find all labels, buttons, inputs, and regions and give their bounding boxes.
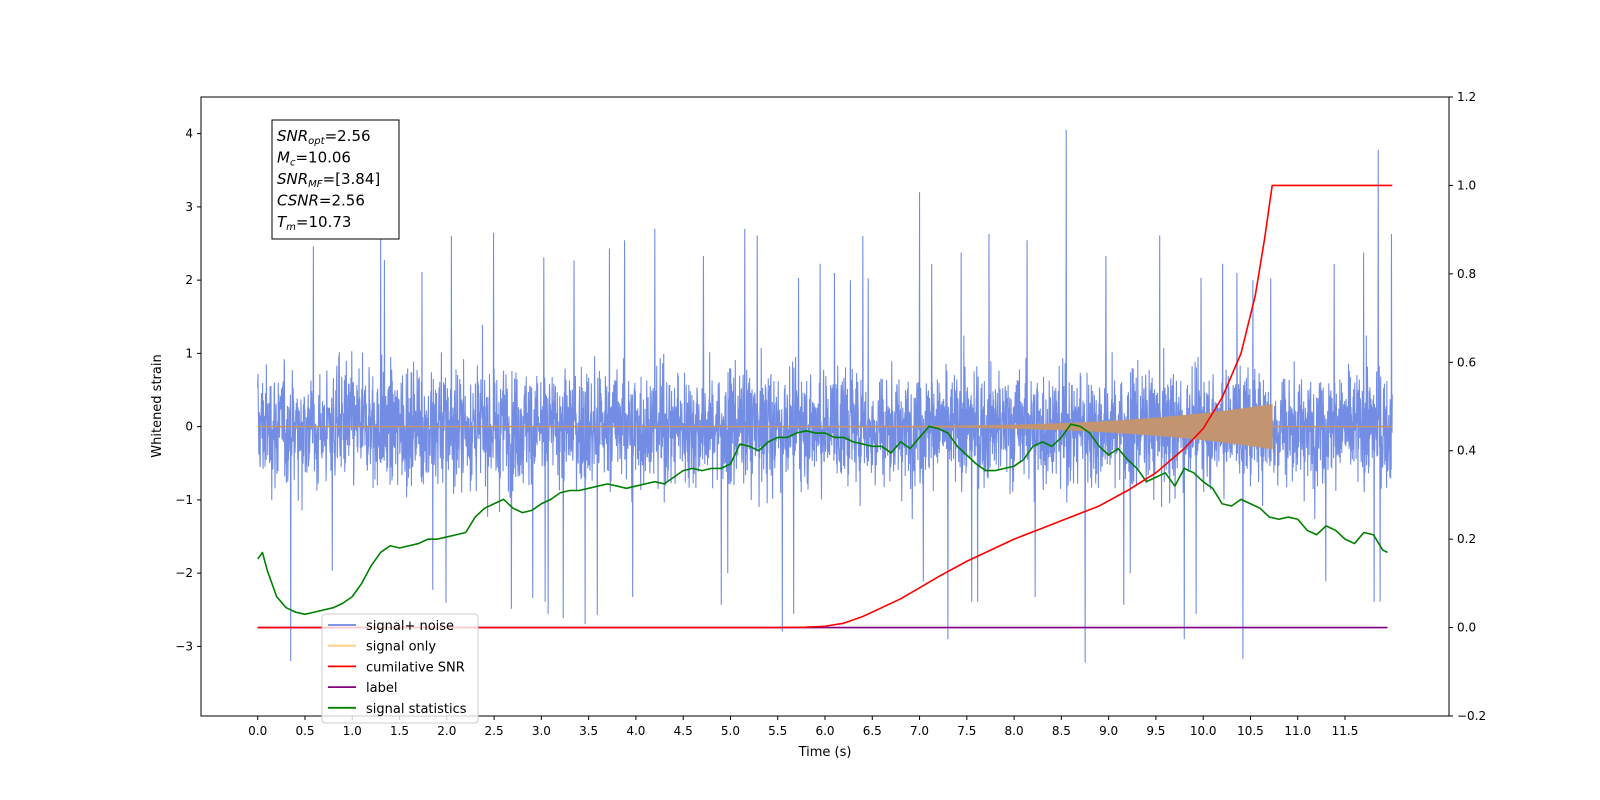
- x-tick-label: 11.0: [1284, 724, 1311, 738]
- chirp-signal-only: [824, 404, 1273, 450]
- legend-label-signal-noise: signal+ noise: [366, 619, 454, 634]
- x-tick-label: 11.5: [1332, 724, 1359, 738]
- info-value: =10.06: [295, 149, 351, 167]
- x-tick-label: 10.5: [1237, 724, 1264, 738]
- x-tick-label: 9.0: [1099, 724, 1118, 738]
- info-sub: MF: [308, 179, 323, 190]
- x-tick-label: 3.0: [532, 724, 551, 738]
- info-var: SNR: [277, 127, 308, 145]
- y2-tick-label: 0.8: [1457, 267, 1476, 281]
- x-tick-label: 6.0: [815, 724, 834, 738]
- y2-tick-label: 0.0: [1457, 621, 1476, 635]
- y2-tick-label: 0.2: [1457, 532, 1476, 546]
- y2-axis-ticks: 1.2 1.0 0.8 0.6 0.4 0.2 0.0 −0.2: [1449, 90, 1486, 723]
- info-value: =2.56: [319, 192, 365, 210]
- y-tick-label: −3: [175, 639, 193, 653]
- info-var: SNR: [277, 170, 308, 188]
- x-tick-label: 3.5: [579, 724, 598, 738]
- y-axis-ticks: 4 3 2 1 0 −1 −2 −3: [175, 127, 201, 653]
- legend: signal+ noise signal only cumilative SNR la…: [321, 613, 479, 724]
- info-line: Tm=10.73: [277, 213, 351, 233]
- x-tick-label: 2.5: [485, 724, 504, 738]
- x-tick-label: 9.5: [1146, 724, 1165, 738]
- x-tick-label: 1.0: [343, 724, 362, 738]
- info-value: =2.56: [325, 127, 371, 145]
- y-tick-label: −2: [175, 566, 193, 580]
- info-line: SNRopt=2.56: [277, 127, 371, 147]
- info-line: Mc=10.06: [277, 149, 351, 169]
- info-var: CSNR: [277, 192, 319, 210]
- info-sub: opt: [308, 136, 325, 147]
- x-axis-label: Time (s): [798, 745, 852, 760]
- x-tick-label: 0.5: [295, 724, 314, 738]
- x-axis-ticks: 0.0 0.5 1.0 1.5 2.0 2.5 3.0 3.5 4.0 4.5 5.0 5.5 6.0 6…: [248, 716, 1358, 738]
- legend-frame: [321, 613, 479, 724]
- legend-label-signal-statistics: signal statistics: [366, 702, 467, 717]
- y-tick-label: −1: [175, 493, 193, 507]
- y-tick-label: 4: [185, 127, 193, 141]
- info-sub: c: [290, 158, 296, 169]
- info-var: T: [277, 213, 288, 231]
- info-value: =[3.84]: [323, 170, 381, 188]
- line-cumilative-snr: [257, 184, 1393, 629]
- y-tick-label: 2: [185, 273, 193, 287]
- legend-label-label: label: [366, 681, 397, 696]
- x-tick-label: 5.5: [768, 724, 787, 738]
- y2-tick-label: 1.0: [1457, 178, 1476, 192]
- info-line: CSNR=2.56: [277, 192, 365, 210]
- x-tick-label: 10.0: [1190, 724, 1217, 738]
- x-tick-label: 2.0: [437, 724, 456, 738]
- y-tick-label: 0: [185, 420, 193, 434]
- y-axis-label: Whitened strain: [150, 354, 165, 457]
- legend-label-cumilative-snr: cumilative SNR: [366, 660, 465, 675]
- x-tick-label: 8.5: [1052, 724, 1071, 738]
- y-tick-label: 3: [185, 200, 193, 214]
- info-line: SNRMF=[3.84]: [277, 170, 380, 190]
- info-value: =10.73: [296, 213, 352, 231]
- x-tick-label: 4.5: [674, 724, 693, 738]
- info-box: SNRopt=2.56Mc=10.06SNRMF=[3.84]CSNR=2.56…: [271, 119, 400, 240]
- y2-tick-label: 1.2: [1457, 90, 1476, 104]
- x-tick-label: 0.0: [248, 724, 267, 738]
- x-tick-label: 7.5: [957, 724, 976, 738]
- line-signal-statistics: [257, 423, 1388, 616]
- y-tick-label: 1: [185, 346, 193, 360]
- series-signal-only: [257, 404, 1393, 450]
- x-tick-label: 7.0: [910, 724, 929, 738]
- info-box-frame: [271, 119, 400, 240]
- y2-tick-label: −0.2: [1457, 709, 1486, 723]
- x-tick-label: 6.5: [863, 724, 882, 738]
- x-tick-label: 8.0: [1005, 724, 1024, 738]
- x-tick-label: 1.5: [390, 724, 409, 738]
- y2-tick-label: 0.4: [1457, 444, 1476, 458]
- legend-label-signal-only: signal only: [366, 640, 436, 655]
- x-tick-label: 5.0: [721, 724, 740, 738]
- x-tick-label: 4.0: [626, 724, 645, 738]
- info-var: M: [277, 149, 290, 167]
- y2-tick-label: 0.6: [1457, 355, 1476, 369]
- info-sub: m: [286, 222, 296, 233]
